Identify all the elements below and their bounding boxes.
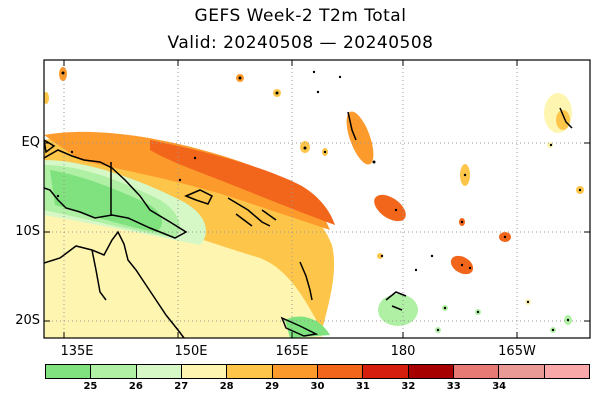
band-dark-orange-31 [150, 140, 335, 225]
warm-spot [556, 110, 570, 130]
colorbar-label: 30 [310, 381, 325, 392]
colorbar [45, 364, 590, 379]
plot-frame [43, 59, 591, 339]
colorbar-label: 28 [219, 381, 234, 392]
colorbar-label: 26 [128, 381, 143, 392]
colorbar-swatch [363, 365, 409, 378]
colorbar-swatch [181, 365, 228, 378]
colorbar-swatch [272, 365, 318, 378]
colorbar-label: 31 [355, 381, 370, 392]
lon-label-150e: 150E [174, 344, 208, 359]
graticule [44, 60, 590, 338]
colorbar-label: 27 [174, 381, 189, 392]
lat-label-10s: 10S [15, 224, 40, 239]
colorbar-swatch [544, 365, 589, 378]
map-valid-date: Valid: 20240508 — 20240508 [167, 33, 434, 53]
lat-label-20s: 20S [15, 313, 40, 328]
colorbar-swatch [91, 365, 137, 378]
coast-fiji [385, 291, 407, 311]
coastlines [44, 107, 573, 338]
coast-australia-gulf [91, 249, 107, 301]
coast-vanuatu [299, 261, 313, 301]
coast-island [559, 107, 573, 129]
lon-label-165w: 165W [498, 344, 536, 359]
colorbar-swatch [499, 365, 545, 378]
lon-label-180: 180 [390, 344, 416, 359]
map-title: GEFS Week-2 T2m Total [194, 6, 407, 26]
coast-australia [44, 230, 185, 338]
axis-ticks [44, 60, 590, 338]
warm-spot [377, 253, 383, 259]
lat-label-eq: EQ [21, 135, 40, 150]
colorbar-swatch [453, 365, 500, 378]
warm-spot [378, 294, 418, 326]
island-dots [56, 70, 582, 332]
colorbar-label: 29 [265, 381, 280, 392]
colorbar-swatch [317, 365, 364, 378]
colorbar-label: 34 [492, 381, 507, 392]
lon-label-135e: 135E [60, 344, 94, 359]
lon-label-165e: 165E [275, 344, 309, 359]
colorbar-label: 33 [446, 381, 461, 392]
colorbar-swatch [136, 365, 182, 378]
colorbar-swatch [46, 365, 92, 378]
band-green-25 [50, 170, 162, 232]
colorbar-label: 32 [401, 381, 416, 392]
coast-new-guinea [44, 149, 188, 239]
coast-new-britain [184, 189, 214, 205]
band-orange-30 [44, 131, 330, 230]
coast-solomons [227, 197, 277, 227]
warm-spot [346, 111, 374, 165]
warm-spot [374, 194, 406, 222]
warm-spot [44, 92, 49, 104]
temperature-field [44, 67, 584, 338]
coast-island [347, 111, 357, 141]
colorbar-swatch [227, 365, 273, 378]
coast-new-caledonia [280, 316, 319, 337]
colorbar-label: 25 [83, 381, 98, 392]
colorbar-swatch [408, 365, 454, 378]
